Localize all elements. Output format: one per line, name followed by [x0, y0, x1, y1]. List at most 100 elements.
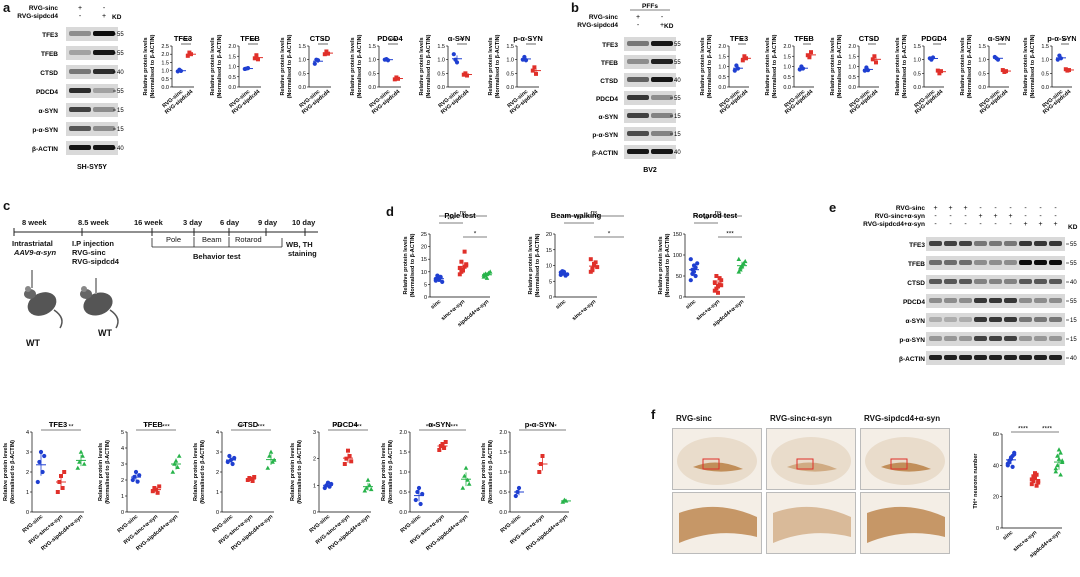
condition-label: RVG-sinc — [896, 205, 926, 212]
data-point — [872, 54, 877, 59]
inj2-line2: RVG-sinc — [72, 248, 106, 257]
data-point — [532, 65, 537, 70]
condition-mark: - — [1054, 213, 1057, 220]
data-point — [537, 470, 542, 474]
data-point — [35, 479, 40, 485]
significance-label: *** — [447, 217, 455, 224]
data-point — [807, 55, 812, 60]
y-tick-label: 1 — [121, 494, 124, 500]
condition-mark: - — [79, 13, 82, 20]
y-tick-label: 1.0 — [848, 65, 856, 71]
data-point — [465, 477, 470, 482]
data-point — [60, 486, 65, 490]
blot-band — [1049, 355, 1062, 360]
y-tick-label: 0.5 — [298, 71, 306, 77]
blot-band — [1004, 279, 1017, 284]
y-tick-label: 0.5 — [161, 77, 169, 83]
data-point — [935, 68, 940, 73]
y-axis-label: Relative protein levels — [280, 37, 286, 95]
significance-label: * — [474, 231, 477, 238]
y-axis-label: Relative protein levels — [960, 37, 966, 95]
data-point — [995, 57, 1001, 62]
data-point — [77, 459, 82, 464]
blot-band — [69, 88, 91, 93]
blot-band — [974, 260, 987, 265]
behavior-test-label: Behavior test — [193, 252, 241, 261]
data-point — [322, 52, 327, 57]
chart-title: CTSD — [310, 34, 331, 43]
condition-mark: + — [78, 5, 82, 12]
condition-mark: + — [102, 13, 106, 20]
mouse-icon-1 — [24, 270, 63, 329]
blot-strip — [624, 145, 676, 159]
blot-strip — [66, 46, 118, 60]
condition-mark: + — [1038, 221, 1042, 228]
week-label-5: 6 day — [220, 218, 240, 227]
kd-marker: 15 — [674, 132, 681, 138]
week-label-2: 8.5 week — [78, 218, 109, 227]
y-tick-label: 1.5 — [228, 54, 236, 60]
y-axis-label: (Normalised to β-ACTIN) — [297, 440, 303, 504]
y-axis-label: (Normalised to β-ACTIN) — [488, 440, 494, 504]
data-point — [40, 469, 45, 475]
data-point — [268, 449, 274, 454]
kd-marker: 15 — [674, 114, 681, 120]
band-label: β-ACTIN — [592, 150, 618, 157]
chart-d-Rotarod: Rotarod test 0 50 100 150 Relative protein le… — [655, 210, 765, 335]
significance-label: ** — [1062, 38, 1068, 45]
chart-title: p-α-SYN — [525, 420, 555, 429]
data-point — [232, 455, 237, 461]
data-point — [38, 449, 44, 455]
data-point — [133, 469, 139, 475]
y-tick-label: 2 — [26, 470, 29, 476]
data-point — [433, 276, 438, 281]
y-axis-label: (Normalised to β-ACTIN) — [287, 34, 293, 98]
y-tick-label: 40 — [993, 463, 999, 469]
y-tick-label: 25 — [421, 232, 427, 238]
blot-band — [627, 131, 649, 136]
data-point — [365, 477, 371, 482]
y-tick-label: 3 — [26, 450, 29, 456]
chart-title: PDCD4 — [377, 34, 403, 43]
significance-label: ns — [460, 210, 468, 217]
condition-mark: - — [1039, 205, 1042, 212]
kd-marker: 55 — [117, 51, 124, 57]
chart-title: Beam-walking — [551, 211, 602, 220]
zoom-box — [796, 458, 814, 470]
y-axis-label: (Normalised to β-ACTIN) — [200, 440, 206, 504]
blot-band — [959, 279, 972, 284]
y-tick-label: 0.5 — [228, 75, 236, 81]
y-axis-label: Relative protein levels — [488, 37, 494, 95]
y-tick-label: 2.0 — [848, 44, 856, 50]
y-axis-label: Relative protein levels — [658, 236, 664, 294]
kd-marker: 55 — [117, 89, 124, 95]
y-axis-label: Relative protein levels — [765, 37, 771, 95]
data-point — [130, 477, 135, 483]
blot-strip — [66, 122, 118, 136]
y-axis-label: Relative protein levels — [143, 37, 149, 95]
blot-band — [944, 317, 957, 322]
data-point — [805, 53, 810, 58]
x-tick-label: RVG-sinc — [400, 514, 423, 534]
data-point — [170, 469, 176, 474]
band-label: TFE3 — [42, 32, 58, 39]
brain-section-overview — [766, 428, 856, 490]
kd-marker: 15 — [117, 108, 124, 114]
condition-mark: - — [934, 213, 937, 220]
chart-title: p-α-SYN — [513, 34, 543, 43]
data-point — [712, 280, 717, 285]
y-axis-label: (Normalised to β-ACTIN) — [772, 34, 778, 98]
x-tick-label: sinc — [685, 299, 697, 311]
y-tick-label: 0.5 — [783, 75, 791, 81]
data-point — [1029, 482, 1034, 487]
kd-marker: 15 — [1070, 318, 1077, 324]
blot-band — [944, 336, 957, 341]
data-point — [57, 480, 62, 484]
y-tick-label: 0.0 — [499, 510, 507, 516]
th-staining-images: RVG-sinc RVG-sinc+α-syn RVG-sipdcd4+α-sy… — [668, 412, 968, 572]
blot-band — [93, 126, 115, 131]
data-point — [443, 440, 448, 444]
step-rotarod: Rotarod — [235, 235, 262, 244]
data-point — [732, 68, 737, 73]
